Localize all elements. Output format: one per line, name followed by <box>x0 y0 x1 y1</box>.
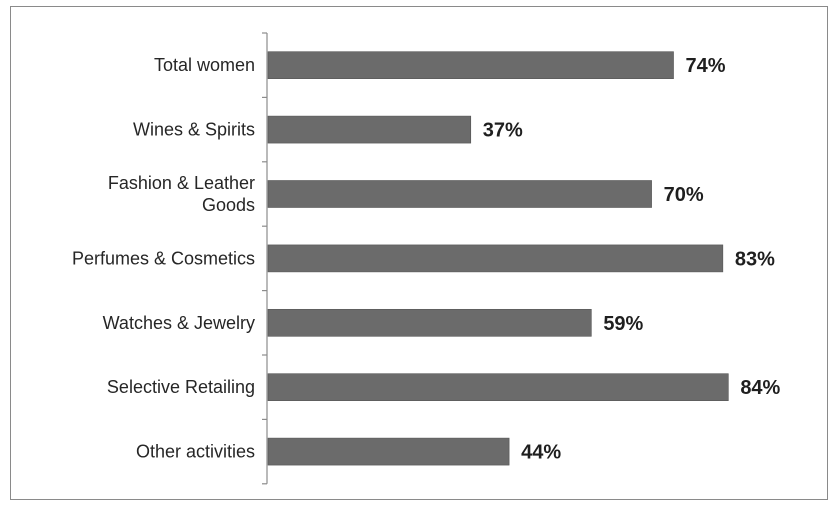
category-label: Watches & Jewelry <box>103 313 255 333</box>
category-label: Selective Retailing <box>107 377 255 397</box>
category-label: Wines & Spirits <box>133 120 255 140</box>
bars-layer <box>267 51 729 466</box>
value-label: 37% <box>483 120 523 142</box>
category-labels-layer: Total women Wines & Spirits Fashion & Leat… <box>72 55 255 461</box>
bar <box>267 51 674 80</box>
value-label: 84% <box>740 377 780 399</box>
y-axis-layer <box>262 32 268 485</box>
bar <box>267 373 729 402</box>
category-label-line: Watches & Jewelry <box>103 313 255 333</box>
bar <box>267 244 724 273</box>
category-label: Fashion & Leather Goods <box>108 173 255 215</box>
bar <box>267 180 652 208</box>
value-label: 59% <box>603 313 643 335</box>
category-label-line: Perfumes & Cosmetics <box>72 248 255 268</box>
category-label-line: Wines & Spirits <box>133 120 255 140</box>
category-label: Other activities <box>136 442 255 462</box>
category-label: Total women <box>154 55 255 75</box>
category-label-line: Goods <box>202 195 255 215</box>
category-label-line: Total women <box>154 55 255 75</box>
bar <box>267 437 510 466</box>
bar <box>267 115 472 144</box>
value-label: 83% <box>735 248 775 270</box>
category-label-line: Fashion & Leather <box>108 173 255 193</box>
value-label: 74% <box>686 55 726 77</box>
value-label: 44% <box>521 442 561 464</box>
category-label-line: Other activities <box>136 442 255 462</box>
value-label: 70% <box>664 184 704 206</box>
category-label-line: Selective Retailing <box>107 377 255 397</box>
category-label: Perfumes & Cosmetics <box>72 248 255 268</box>
value-labels-layer: 74% 37% 70% 83% 59% 84% 44% <box>483 55 781 463</box>
bar <box>267 308 592 337</box>
